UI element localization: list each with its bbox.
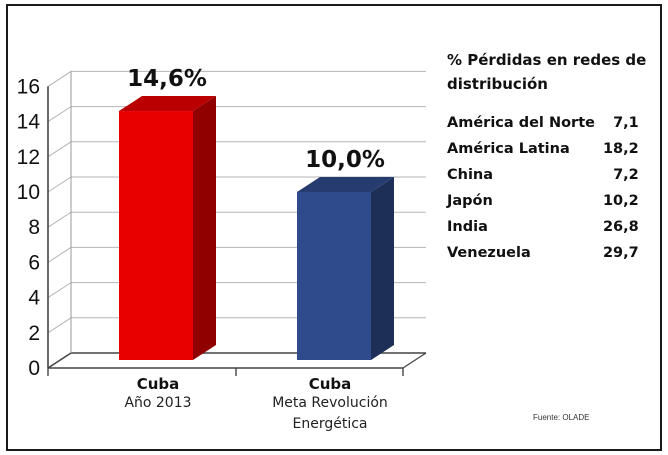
y-tick-label: 16 <box>17 75 40 98</box>
data-label: 10,0% <box>305 147 385 173</box>
region-loss-value: 7,1 <box>613 115 639 131</box>
region-row: Japón 10,2 <box>447 188 639 214</box>
region-loss-value: 10,2 <box>602 193 639 209</box>
region-row: Venezuela 29,7 <box>447 240 639 266</box>
region-name: América Latina <box>447 141 570 157</box>
region-name: China <box>447 167 494 183</box>
x-category-label: Cuba <box>309 375 352 393</box>
bar <box>297 192 371 360</box>
y-tick-label: 4 <box>28 287 40 310</box>
gridline <box>47 70 426 87</box>
bar-side <box>371 177 394 360</box>
region-name: América del Norte <box>447 115 595 131</box>
region-loss-value: 7,2 <box>613 167 639 183</box>
data-label: 14,6% <box>127 66 207 92</box>
y-tick-label: 0 <box>28 357 40 380</box>
loss-table-title: % Pérdidas en redes de distribución <box>447 48 668 96</box>
x-category-subtitle: Año 2013 <box>124 395 191 411</box>
y-tick-label: 8 <box>28 216 40 239</box>
bar <box>119 111 193 360</box>
floor-edge <box>402 352 427 369</box>
y-tick-label: 12 <box>17 146 40 169</box>
gridline <box>47 106 426 123</box>
region-loss-value: 26,8 <box>602 219 639 235</box>
loss-table-title-line-2: distribución <box>447 75 548 93</box>
region-row: América del Norte 7,1 <box>447 110 639 136</box>
region-row: América Latina 18,2 <box>447 136 639 162</box>
x-category-subtitle: Energética <box>293 416 368 432</box>
y-tick-label: 10 <box>17 181 40 204</box>
region-loss-value: 29,7 <box>602 245 639 261</box>
loss-table-panel: % Pérdidas en redes de distribución Amér… <box>447 48 668 266</box>
bar-top <box>119 96 216 112</box>
region-row: India 26,8 <box>447 214 639 240</box>
region-name: Japón <box>447 193 493 209</box>
region-loss-table: América del Norte 7,1 América Latina 18,2 Ch… <box>447 110 639 266</box>
region-name: India <box>447 219 488 235</box>
x-category-subtitle: Meta Revolución <box>272 395 388 411</box>
region-loss-value: 18,2 <box>602 141 639 157</box>
region-name: Venezuela <box>447 245 531 261</box>
x-category-label: Cuba <box>137 375 180 393</box>
bar-side <box>193 96 216 360</box>
chart-frame: 0 2 4 6 8 10 12 14 16 14,6% 10,0% Cuba Año 2013 Cuba M… <box>6 4 662 451</box>
y-tick-label: 2 <box>28 322 40 345</box>
y-tick-label: 14 <box>17 111 41 134</box>
bar-chart: 0 2 4 6 8 10 12 14 16 14,6% 10,0% Cuba Año 2013 Cuba M… <box>17 66 427 432</box>
source-note: Fuente: OLADE <box>533 413 590 422</box>
loss-table-title-line-1: % Pérdidas en redes de <box>447 51 647 69</box>
y-tick-label: 6 <box>28 251 40 274</box>
bar-top <box>297 177 394 192</box>
region-row: China 7,2 <box>447 162 639 188</box>
